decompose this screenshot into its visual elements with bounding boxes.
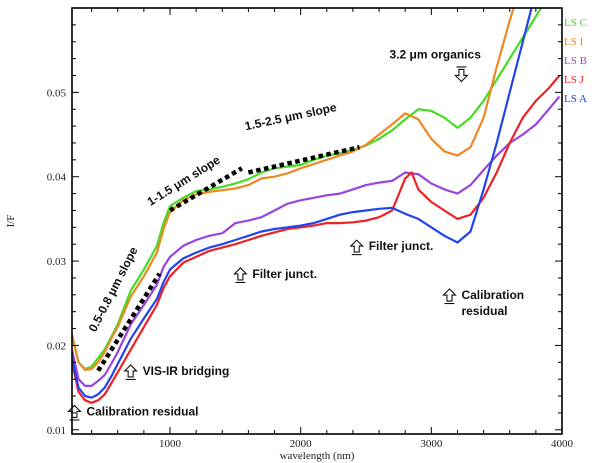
series-line-ls-j [72,74,561,404]
series-line-ls-a [72,8,533,399]
plot-frame [71,7,563,435]
x-axis-title: wavelength (nm) [280,450,355,462]
x-tick-label: 4000 [551,438,574,450]
arrow-shape [123,364,138,378]
organics-annotation: 3.2 μm organics [390,48,482,62]
calibration-annotation-line1: Calibration [461,288,524,302]
arrow-shape [233,267,248,281]
up-arrow-icon [442,288,457,305]
series-layer [72,8,561,404]
arrow-annotation: Filter junct. [369,239,434,253]
series-line-ls-b [72,95,561,387]
x-tick-label: 1000 [159,438,182,450]
arrow-shape [442,288,457,302]
legend-entry-ls-b: LS B [564,55,587,67]
down-arrow-icon [454,66,469,83]
legend-entry-ls-a: LS A [564,93,587,105]
legend-entry-ls-j: LS J [564,74,585,86]
legend-entry-ls-i: LS I [564,36,584,48]
slope-dotted-line [96,272,162,372]
y-tick-label: 0.03 [47,256,67,268]
y-tick-label: 0.01 [47,425,66,437]
y-tick-label: 0.02 [47,340,66,352]
legend: LS C LS I LS B LS J LS A [564,17,587,105]
slope-annotation: 1.5-2.5 μm slope [243,100,338,133]
calibration-annotation-line2: residual [461,304,507,318]
y-tick-label: 0.04 [47,172,67,184]
slope-dotted-line [247,144,360,175]
y-axis-title: I/F [5,215,17,228]
arrow-annotation: Calibration residual [86,404,198,418]
arrow-annotation: VIS-IR bridging [143,364,230,378]
legend-entry-ls-c: LS C [564,17,587,29]
up-arrow-icon [349,239,365,256]
up-arrow-icon [123,364,138,381]
y-tick-label: 0.05 [47,87,67,99]
arrow-shape [349,239,365,253]
up-arrow-icon [233,267,248,283]
arrow-shape [67,404,82,418]
x-tick-label: 2000 [290,438,313,450]
x-tick-label: 3000 [420,438,443,450]
series-line-ls-i [72,8,515,371]
arrow-annotation: Filter junct. [252,267,317,281]
slope-dotted-line [168,166,244,213]
arrow-shape [454,68,469,83]
